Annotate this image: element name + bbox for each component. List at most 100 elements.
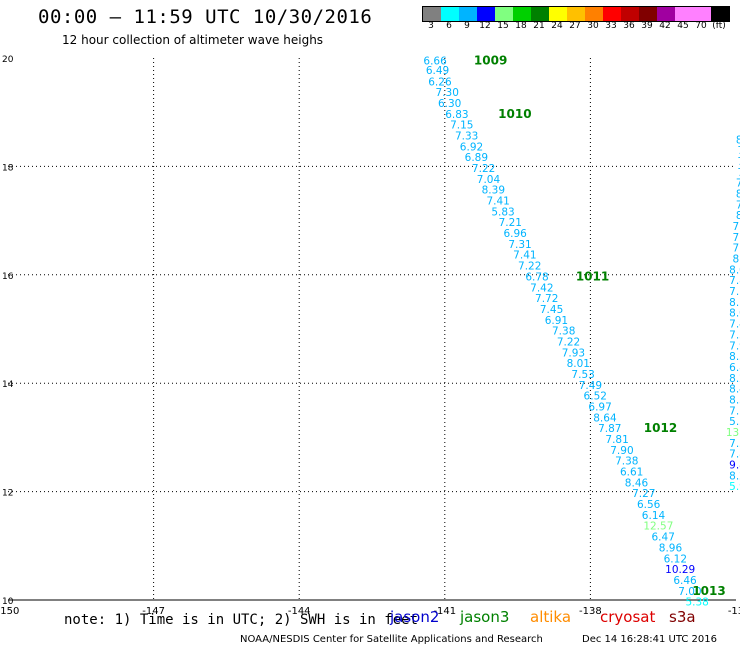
wave-height-label: 6.91 <box>545 315 568 327</box>
wave-height-label: 8.54 <box>729 351 740 363</box>
wave-height-label: 6.30 <box>438 98 461 110</box>
wave-height-label: 7.5 <box>733 232 740 244</box>
wave-height-label: 5.38 <box>685 597 708 609</box>
color-scale-label: 18 <box>515 21 527 31</box>
color-scale-swatch <box>477 7 495 21</box>
x-tick-label: -138 <box>579 606 602 617</box>
wave-height-label: 7.90 <box>729 340 740 352</box>
wave-height-label: 8. <box>736 210 740 222</box>
y-tick-label: 14 <box>2 380 14 390</box>
wave-height-label: 6.12 <box>664 553 687 565</box>
wave-height-label: 7.38 <box>615 456 638 468</box>
wave-height-label: 6.97 <box>588 402 611 414</box>
wave-height-label: 8.2 <box>733 254 740 266</box>
wave-height-label: 7.41 <box>486 196 509 208</box>
wave-height-label: 7.41 <box>513 250 536 262</box>
color-scale-swatch <box>693 7 711 21</box>
grid-lines <box>8 58 736 600</box>
wave-height-label: 7.45 <box>540 304 563 316</box>
wave-height-label: 8.00 <box>729 308 740 320</box>
wave-height-label: 8.07 <box>729 264 740 276</box>
wave-height-label: 8.46 <box>625 477 649 489</box>
time-annotation: 1013 <box>692 584 725 598</box>
wave-height-label: 7.27 <box>632 488 655 500</box>
wave-height-label: 7.00 <box>678 586 701 598</box>
wave-height-label: 5.59 <box>729 416 740 428</box>
color-scale-label: 33 <box>605 21 617 31</box>
y-tick-label: 10 <box>2 597 14 607</box>
color-scale-swatch <box>513 7 531 21</box>
wave-height-label: 7.31 <box>508 239 531 251</box>
y-tick-label: 18 <box>2 163 14 173</box>
wave-height-label: 7.32 <box>729 438 740 450</box>
wave-height-label: 7.4 <box>733 243 740 255</box>
footer-note: note: 1) Time is in UTC; 2) SWH is in fe… <box>64 612 419 628</box>
color-scale-label: 70 <box>695 21 707 31</box>
wave-height-label: 7.53 <box>729 329 740 341</box>
time-annotation: 1012 <box>644 421 677 435</box>
color-scale-label: 39 <box>641 21 653 31</box>
color-scale-swatch <box>495 7 513 21</box>
color-scale-labels: 3 6 9 12 15 18 21 24 27 30 33 36 39 42 45 70 (ft) <box>422 21 740 33</box>
wave-height-label: 7.38 <box>552 326 575 338</box>
wave-height-label: 7.89 <box>729 275 740 287</box>
wave-height-label: 9.89 <box>729 460 740 472</box>
wave-height-label: 7.0 <box>733 221 740 233</box>
wave-height-label: 8.38 <box>729 394 740 406</box>
wave-height-label: 7.90 <box>610 445 633 457</box>
credit-text: NOAA/NESDIS Center for Satellite Applica… <box>240 634 543 645</box>
color-scale-swatch <box>639 7 657 21</box>
wave-height-label: 6.66 <box>423 56 447 68</box>
x-tick-label: -150 <box>0 606 19 617</box>
wave-height-label: 6.96 <box>503 228 527 240</box>
color-scale-swatch <box>567 7 585 21</box>
wave-height-label: 6.85 <box>729 362 740 374</box>
color-scale-swatch <box>459 7 477 21</box>
color-scale-swatch <box>675 7 693 21</box>
wave-height-label: 5.92 <box>729 481 740 493</box>
wave-height-label: 7.87 <box>598 423 621 435</box>
satellite-label-altika: altika <box>530 608 572 626</box>
wave-height-label: 7.04 <box>477 174 501 186</box>
satellite-label-s3a: s3a <box>669 608 696 626</box>
wave-height-label: 7.17 <box>729 405 740 417</box>
time-annotations: 1009 1010 1011 1012 1013 <box>474 54 726 598</box>
wave-height-label: 7.72 <box>535 293 558 305</box>
color-scale-label: 3 <box>428 21 434 31</box>
x-tick-label: -13 <box>728 606 740 617</box>
wave-height-label: 10.29 <box>665 564 695 576</box>
wave-height-label: 7.93 <box>562 347 585 359</box>
color-scale-label: 6 <box>446 21 452 31</box>
x-tick-label: -144 <box>288 606 311 617</box>
color-scale-swatch <box>657 7 675 21</box>
x-tick-label: -147 <box>142 606 165 617</box>
wave-height-label: 6.14 <box>642 510 666 522</box>
wave-height-label: 6.52 <box>584 391 607 403</box>
color-scale-label: 45 <box>677 21 689 31</box>
color-scale-swatch <box>441 7 459 21</box>
wave-height-label: 7 <box>738 156 740 168</box>
wave-height-label: 8.39 <box>482 185 505 197</box>
wave-height-label: 8.72 <box>729 297 740 309</box>
color-scale-swatch <box>549 7 567 21</box>
wave-height-label: 6.26 <box>428 76 452 88</box>
x-tick-label: -141 <box>433 606 456 617</box>
wave-height-label: 6.46 <box>673 575 697 587</box>
wave-height-label: 7.81 <box>605 434 628 446</box>
wave-height-label: 6.61 <box>620 467 643 479</box>
y-tick-label: 16 <box>2 272 14 282</box>
satellite-label-jason2: jason2 <box>390 608 440 626</box>
satellite-label-jason3: jason3 <box>460 608 510 626</box>
wave-height-label: 7.42 <box>530 282 553 294</box>
wave-height-label: 6.89 <box>465 152 488 164</box>
color-scale-bar <box>422 6 730 22</box>
wave-height-label: 7. <box>736 178 740 190</box>
wave-height-label: 7.33 <box>455 131 478 143</box>
wave-height-label: 12.57 <box>643 521 673 533</box>
color-scale-swatch <box>621 7 639 21</box>
color-scale-label: 12 <box>479 21 491 31</box>
y-tick-label: 12 <box>2 489 13 499</box>
color-scale-label: 15 <box>497 21 509 31</box>
wave-height-label: 7.15 <box>450 120 473 132</box>
